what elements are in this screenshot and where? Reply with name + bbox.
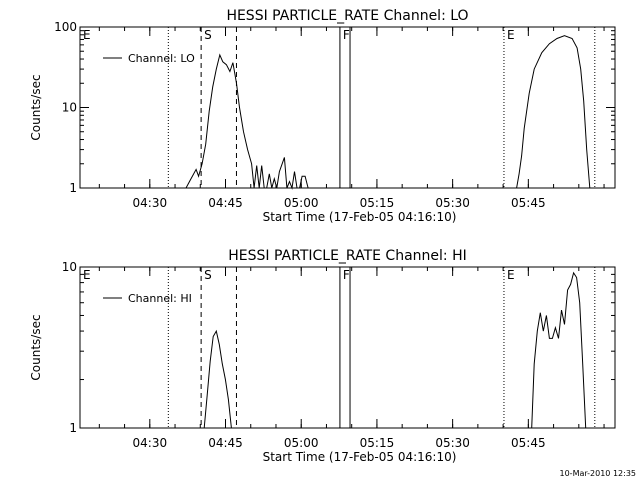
- y-tick-label: 100: [54, 20, 77, 34]
- x-tick-label: 04:45: [208, 436, 243, 450]
- chart-panel-1: HESSI PARTICLE_RATE Channel: LO 1 10 100 04:…: [29, 8, 616, 224]
- event-marker-label: S: [204, 268, 212, 282]
- x-axis-label: Start Time (17-Feb-05 04:16:10): [263, 210, 457, 224]
- y-tick-label: 1: [69, 181, 77, 195]
- event-marker-label: E: [507, 268, 515, 282]
- x-tick-label: 05:30: [435, 196, 470, 210]
- x-tick-label: 05:15: [360, 436, 395, 450]
- plot-timestamp: 10-Mar-2010 12:35: [559, 469, 637, 478]
- chart-panel-2: HESSI PARTICLE_RATE Channel: HI 1 10 04:30 0…: [29, 248, 616, 464]
- series-line-channel-hi: [531, 271, 587, 429]
- x-axis-label: Start Time (17-Feb-05 04:16:10): [263, 450, 457, 464]
- x-tick-label: 05:15: [360, 196, 395, 210]
- legend-label: Channel: HI: [128, 292, 192, 305]
- x-tick-label: 04:45: [208, 196, 243, 210]
- plot-frame: [79, 266, 616, 429]
- event-marker-label: E: [83, 268, 91, 282]
- x-tick-label: 05:45: [511, 196, 546, 210]
- x-tick-label: 05:00: [284, 436, 319, 450]
- series-line-channel-lo: [185, 53, 309, 190]
- event-marker-label: S: [204, 28, 212, 42]
- y-tick-label: 10: [62, 101, 77, 115]
- event-marker-label: E: [507, 28, 515, 42]
- chart-title: HESSI PARTICLE_RATE Channel: HI: [228, 248, 466, 264]
- event-marker-label: F: [343, 28, 350, 42]
- chart-title: HESSI PARTICLE_RATE Channel: LO: [226, 8, 468, 24]
- event-marker-label: E: [83, 28, 91, 42]
- event-marker-label: F: [343, 268, 350, 282]
- x-tick-label: 05:45: [511, 436, 546, 450]
- series-line-channel-hi: [203, 329, 232, 429]
- x-tick-label: 04:30: [133, 196, 168, 210]
- series-line-channel-lo: [516, 35, 591, 189]
- legend-label: Channel: LO: [128, 52, 195, 65]
- x-tick-label: 04:30: [133, 436, 168, 450]
- x-tick-label: 05:30: [435, 436, 470, 450]
- y-axis-label: Counts/sec: [29, 74, 43, 140]
- y-tick-label: 10: [62, 260, 77, 274]
- y-tick-label: 1: [69, 421, 77, 435]
- y-axis-label: Counts/sec: [29, 314, 43, 380]
- x-tick-label: 05:00: [284, 196, 319, 210]
